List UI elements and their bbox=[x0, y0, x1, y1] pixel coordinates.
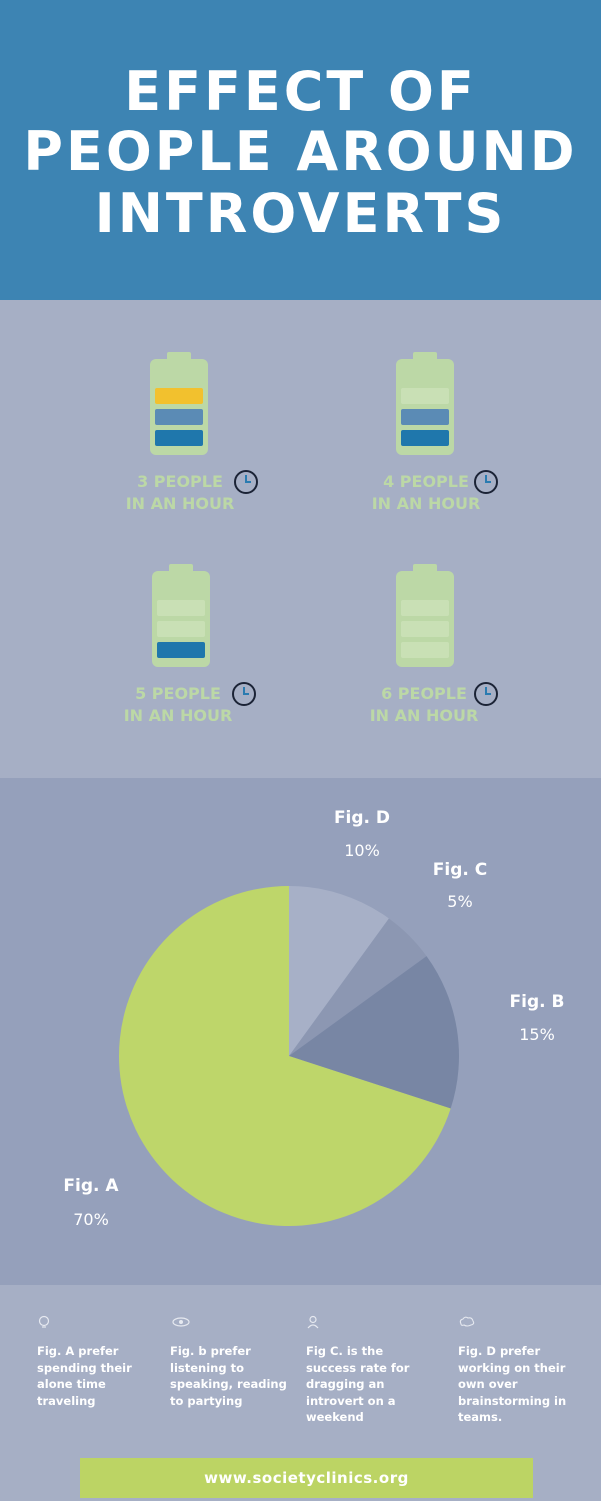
battery-5-people bbox=[152, 564, 210, 667]
battery-body bbox=[150, 359, 208, 455]
note-fig-c: Fig C. is the success rate for dragging … bbox=[306, 1344, 410, 1424]
battery-slot bbox=[401, 642, 449, 658]
battery-label-4: 6 PEOPLE IN AN HOUR bbox=[354, 683, 494, 727]
battery-label-line1: 5 PEOPLE bbox=[135, 684, 221, 703]
battery-charge-bar bbox=[155, 409, 203, 425]
battery-label-line1: 6 PEOPLE bbox=[381, 684, 467, 703]
battery-label-line1: 4 PEOPLE bbox=[383, 472, 469, 491]
clock-icon bbox=[474, 470, 498, 494]
note-fig-a: Fig. A prefer spending their alone time … bbox=[37, 1344, 132, 1408]
battery-cap bbox=[167, 352, 191, 360]
header-banner: EFFECT OF PEOPLE AROUND INTROVERTS bbox=[0, 0, 601, 300]
battery-cap bbox=[169, 564, 193, 572]
battery-label-line2: IN AN HOUR bbox=[371, 494, 481, 513]
battery-charge-bar bbox=[155, 430, 203, 446]
bulb-icon bbox=[38, 1315, 50, 1328]
pie-value-fig-d: 10% bbox=[344, 841, 380, 860]
clock-icon bbox=[474, 682, 498, 706]
battery-body bbox=[152, 571, 210, 667]
pie-label-fig-c: Fig. C bbox=[432, 860, 488, 880]
battery-cap bbox=[413, 564, 437, 572]
note-fig-b: Fig. b prefer listening to speaking, rea… bbox=[170, 1344, 287, 1408]
title-line-2: PEOPLE AROUND bbox=[23, 120, 578, 183]
person-icon bbox=[307, 1315, 319, 1329]
battery-label-3: 5 PEOPLE IN AN HOUR bbox=[108, 683, 248, 727]
brain-icon bbox=[459, 1316, 475, 1327]
pie-value-fig-c: 5% bbox=[447, 892, 473, 911]
pie-section: Fig. D 10% Fig. C 5% Fig. B 15% Fig. A 7… bbox=[0, 778, 601, 1285]
pie-label-fig-d: Fig. D bbox=[333, 808, 391, 828]
battery-label-line1: 3 PEOPLE bbox=[137, 472, 223, 491]
battery-slot bbox=[157, 600, 205, 616]
pie-slice-fig-d bbox=[289, 886, 389, 1056]
eye-icon bbox=[172, 1317, 190, 1327]
pie-slice-fig-b bbox=[289, 956, 459, 1109]
title-line-3: INTROVERTS bbox=[94, 182, 507, 245]
battery-label-1: 3 PEOPLE IN AN HOUR bbox=[110, 471, 250, 515]
note-fig-d: Fig. D prefer working on their own over … bbox=[458, 1344, 567, 1424]
battery-slot bbox=[401, 621, 449, 637]
battery-charge-bar bbox=[401, 430, 449, 446]
pie-slice-fig-c bbox=[289, 918, 427, 1056]
battery-6-people bbox=[396, 564, 454, 667]
footer-url[interactable]: www.societyclinics.org bbox=[204, 1469, 409, 1487]
battery-4-people bbox=[396, 352, 454, 455]
battery-label-line2: IN AN HOUR bbox=[123, 706, 233, 725]
battery-label-2: 4 PEOPLE IN AN HOUR bbox=[356, 471, 496, 515]
pie-label-fig-a: Fig. A bbox=[63, 1176, 119, 1196]
title-line-1: EFFECT OF bbox=[124, 60, 477, 123]
battery-3-people bbox=[150, 352, 208, 455]
footer-url-bar[interactable]: www.societyclinics.org bbox=[80, 1458, 533, 1498]
pie-slice-fig-a bbox=[118, 886, 451, 1226]
battery-label-line2: IN AN HOUR bbox=[125, 494, 235, 513]
battery-charge-bar bbox=[155, 388, 203, 404]
battery-cap bbox=[413, 352, 437, 360]
battery-charge-bar bbox=[157, 642, 205, 658]
battery-slot bbox=[157, 621, 205, 637]
battery-slot bbox=[401, 600, 449, 616]
battery-charge-bar bbox=[401, 409, 449, 425]
battery-label-line2: IN AN HOUR bbox=[369, 706, 479, 725]
pie-value-fig-a: 70% bbox=[73, 1210, 109, 1229]
pie-value-fig-b: 15% bbox=[519, 1025, 555, 1044]
battery-slot bbox=[401, 388, 449, 404]
clock-icon bbox=[234, 470, 258, 494]
battery-body bbox=[396, 571, 454, 667]
pie-label-fig-b: Fig. B bbox=[509, 992, 565, 1012]
clock-icon bbox=[232, 682, 256, 706]
battery-section: 3 PEOPLE IN AN HOUR 4 PEOPLE IN AN HOUR … bbox=[0, 300, 601, 778]
pie-chart bbox=[118, 886, 459, 1226]
battery-body bbox=[396, 359, 454, 455]
